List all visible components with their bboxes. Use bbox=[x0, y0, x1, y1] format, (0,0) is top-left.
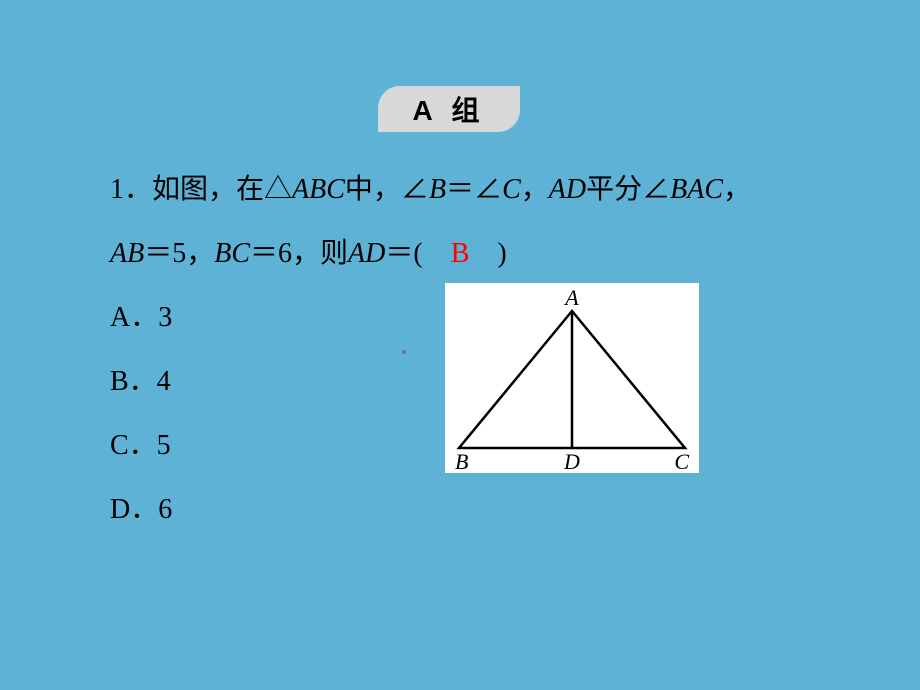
group-label-text: A 组 bbox=[413, 89, 486, 129]
q-text: ， bbox=[521, 174, 549, 205]
q-text: ＝∠ bbox=[446, 174, 502, 205]
q-text: 如图，在△ bbox=[152, 174, 292, 205]
q-bc: BC bbox=[214, 238, 250, 269]
q-text: 中，∠ bbox=[345, 174, 429, 205]
q-answer: B bbox=[451, 238, 470, 269]
q-text: ＝( bbox=[385, 238, 450, 269]
q-bac: BAC bbox=[670, 174, 723, 205]
label-a: A bbox=[563, 285, 579, 310]
option-a: A．3 bbox=[110, 298, 172, 337]
q-b: B bbox=[429, 174, 446, 205]
q-ab: AB bbox=[110, 238, 144, 269]
label-b: B bbox=[455, 449, 468, 473]
option-b: B．4 bbox=[110, 362, 171, 401]
question-line-1: 1．如图，在△ABC中，∠B＝∠C，AD平分∠BAC， bbox=[110, 170, 751, 209]
label-c: C bbox=[674, 449, 689, 473]
group-label: A 组 bbox=[378, 86, 520, 132]
q-abc: ABC bbox=[292, 174, 345, 205]
label-d: D bbox=[563, 449, 580, 473]
option-d-text: D．6 bbox=[110, 494, 172, 525]
dot-icon bbox=[402, 350, 406, 354]
option-a-text: A．3 bbox=[110, 302, 172, 333]
option-d: D．6 bbox=[110, 490, 172, 529]
question-line-2: AB＝5，BC＝6，则AD＝( B ) bbox=[110, 234, 507, 273]
q-text: ) bbox=[469, 238, 506, 269]
q-c: C bbox=[502, 174, 521, 205]
option-c: C．5 bbox=[110, 426, 171, 465]
q-ad: AD bbox=[549, 174, 586, 205]
q-text: 平分∠ bbox=[586, 174, 670, 205]
triangle-figure: A B D C bbox=[445, 283, 699, 473]
q-text: ， bbox=[723, 174, 751, 205]
option-c-text: C．5 bbox=[110, 430, 171, 461]
q-text: ＝6，则 bbox=[250, 238, 348, 269]
q-number: 1． bbox=[110, 174, 152, 205]
option-b-text: B．4 bbox=[110, 366, 171, 397]
triangle-svg: A B D C bbox=[445, 283, 699, 473]
q-text: ＝5， bbox=[144, 238, 214, 269]
q-ad2: AD bbox=[348, 238, 385, 269]
